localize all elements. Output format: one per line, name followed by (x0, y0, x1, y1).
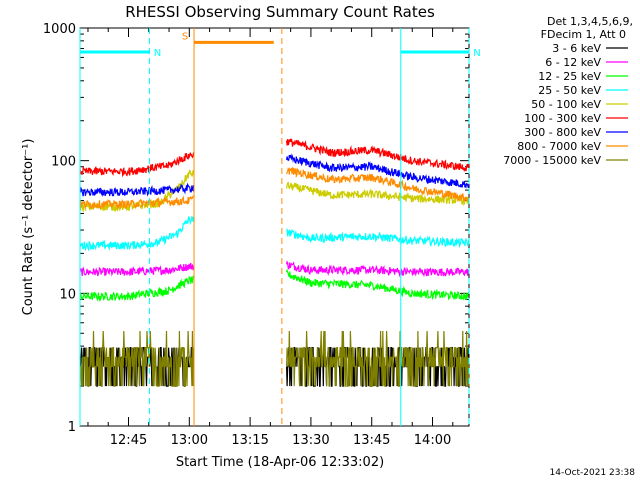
annotation-label-n: N (154, 48, 161, 59)
x-tick-label: 13:15 (231, 433, 268, 448)
x-tick-label: 13:30 (292, 433, 329, 448)
legend-label: 12 - 25 keV (538, 70, 601, 83)
y-tick-label: 1 (68, 420, 76, 435)
series-line-7000-15000-kev (79, 330, 470, 387)
x-axis-label: Start Time (18-Apr-06 12:33:02) (176, 455, 384, 470)
legend: Det 1,3,4,5,6,9, FDecim 1, Att 0 3 - 6 k… (503, 15, 633, 167)
legend-label: 25 - 50 keV (538, 84, 601, 97)
series-line-25-50-kev (79, 215, 470, 252)
legend-label: 50 - 100 keV (531, 98, 601, 111)
legend-label: 6 - 12 keV (545, 56, 601, 69)
legend-header-line-1: Det 1,3,4,5,6,9, (547, 15, 633, 28)
x-tick-label: 13:45 (353, 433, 390, 448)
annotation-label-s: S (182, 31, 188, 42)
x-tick-label: 14:00 (414, 433, 451, 448)
series-line-6-12-kev (79, 260, 470, 278)
legend-label: 300 - 800 keV (524, 126, 601, 139)
legend-label: 7000 - 15000 keV (503, 154, 601, 167)
chart-title: RHESSI Observing Summary Count Rates (125, 3, 435, 21)
y-tick-label: 1000 (43, 22, 76, 37)
series-line-12-25-kev (79, 268, 470, 302)
series-line-800-7000-kev (79, 167, 470, 211)
y-tick-label: 100 (51, 155, 76, 170)
plot-area: N N S (79, 27, 481, 427)
y-tick-label: 10 (59, 287, 76, 302)
y-axis-label: Count Rate (s⁻¹ detector⁻¹) (21, 139, 36, 316)
legend-header-line-2: FDecim 1, Att 0 (541, 28, 626, 41)
x-tick-label: 13:00 (171, 433, 208, 448)
footer-date: 14-Oct-2021 23:38 (550, 468, 636, 478)
series-line-100-300-kev (79, 138, 470, 178)
legend-label: 3 - 6 keV (552, 42, 601, 55)
annotation-label-n: N (473, 48, 480, 59)
series-line-300-800-kev (79, 153, 470, 197)
legend-label: 800 - 7000 keV (517, 140, 601, 153)
legend-label: 100 - 300 keV (524, 112, 601, 125)
x-tick-label: 12:45 (110, 433, 147, 448)
